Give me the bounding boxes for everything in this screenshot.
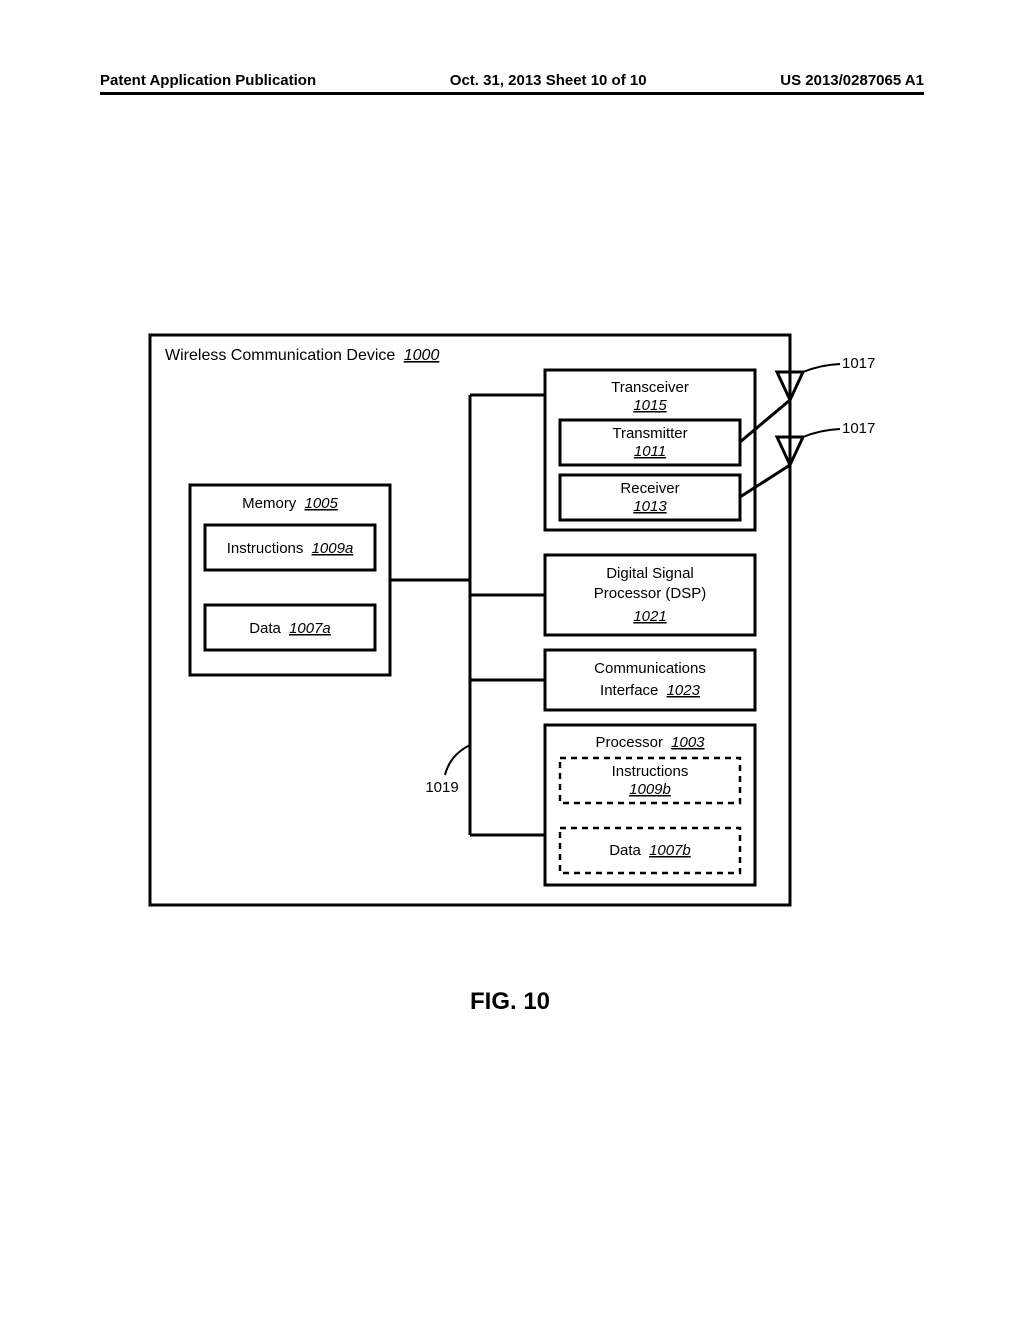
antenna-b-ref: 1017b bbox=[842, 420, 875, 437]
transceiver-label: Transceiver bbox=[611, 379, 689, 396]
header-right: US 2013/0287065 A1 bbox=[780, 72, 924, 89]
header-left: Patent Application Publication bbox=[100, 72, 316, 89]
figure-caption: FIG. 10 bbox=[470, 988, 550, 1016]
dsp-label1: Digital Signal bbox=[606, 565, 694, 582]
block-diagram: Wireless Communication Device 1000 Memor… bbox=[145, 330, 875, 970]
memory-box bbox=[190, 485, 390, 675]
antenna-b-leader bbox=[803, 429, 840, 437]
antenna-a-leader bbox=[803, 364, 840, 372]
page-header: Patent Application Publication Oct. 31, … bbox=[100, 72, 924, 89]
dsp-label2: Processor (DSP) bbox=[594, 585, 707, 602]
instructions-a-label: Instructions 1009a bbox=[227, 540, 354, 557]
antenna-b-line bbox=[740, 465, 790, 497]
dsp-ref: 1021 bbox=[633, 608, 666, 625]
transmitter-ref: 1011 bbox=[634, 443, 666, 460]
device-title: Wireless Communication Device 1000 bbox=[165, 347, 439, 364]
data-b-label: Data 1007b bbox=[609, 842, 691, 859]
receiver-ref: 1013 bbox=[633, 498, 667, 515]
memory-label: Memory 1005 bbox=[242, 495, 338, 512]
instructions-b-ref: 1009b bbox=[629, 781, 671, 798]
instructions-b-label: Instructions bbox=[612, 763, 689, 780]
antenna-a-ref: 1017a bbox=[842, 355, 875, 372]
transmitter-label: Transmitter bbox=[612, 425, 687, 442]
comm-label2: Interface 1023 bbox=[600, 682, 701, 699]
bus-ref: 1019 bbox=[425, 779, 458, 796]
receiver-label: Receiver bbox=[620, 480, 679, 497]
comm-label1: Communications bbox=[594, 660, 706, 677]
bus-leader bbox=[445, 745, 470, 775]
page: Patent Application Publication Oct. 31, … bbox=[0, 0, 1024, 1320]
header-divider bbox=[100, 92, 924, 95]
data-a-label: Data 1007a bbox=[249, 620, 331, 637]
figure-area: Wireless Communication Device 1000 Memor… bbox=[145, 330, 875, 970]
comm-box bbox=[545, 650, 755, 710]
header-center: Oct. 31, 2013 Sheet 10 of 10 bbox=[450, 72, 647, 89]
transceiver-ref: 1015 bbox=[633, 397, 667, 414]
processor-label: Processor 1003 bbox=[595, 734, 705, 751]
